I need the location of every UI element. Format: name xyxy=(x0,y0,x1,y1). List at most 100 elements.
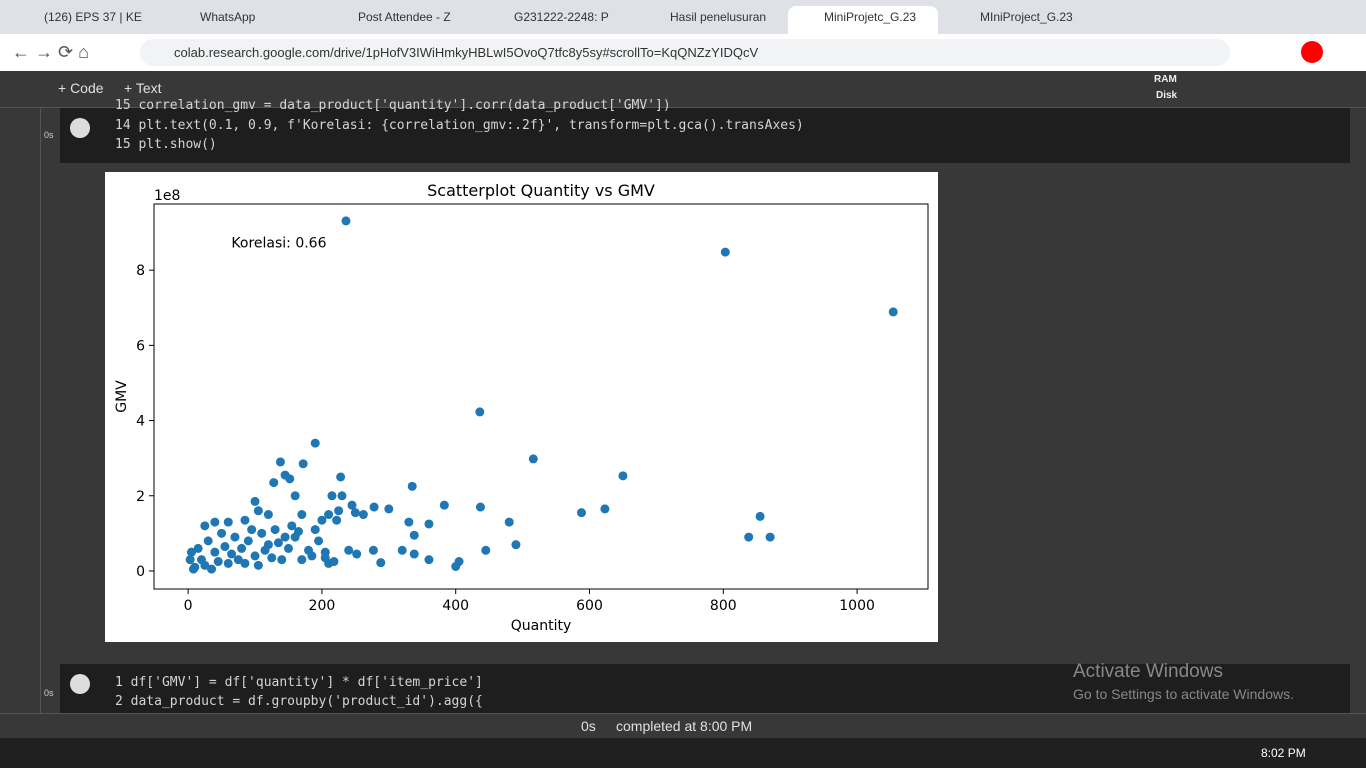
point xyxy=(270,525,280,535)
point xyxy=(384,504,394,514)
point xyxy=(207,564,217,574)
tab[interactable]: Hasil penelusuran xyxy=(670,10,767,24)
x-tick-label: 800 xyxy=(710,598,737,614)
point xyxy=(334,506,344,516)
chart: Scatterplot Quantity vs GMV Quantity GMV 1e… xyxy=(105,172,938,642)
point xyxy=(310,525,320,535)
status-time: 0s xyxy=(581,718,596,734)
x-tick-label: 400 xyxy=(442,598,469,614)
tab[interactable]: (126) EPS 37 | KE xyxy=(44,10,142,24)
clock: 8:02 PM xyxy=(1261,746,1306,760)
point xyxy=(504,517,514,527)
cell-2: 0s 1 df['GMV'] = df['quantity'] * df['it… xyxy=(44,664,1350,713)
point xyxy=(298,459,308,469)
run-button[interactable] xyxy=(70,674,90,694)
point xyxy=(227,549,237,559)
point xyxy=(397,545,407,555)
x-tick-label: 0 xyxy=(184,598,193,614)
x-axis-label: Quantity xyxy=(511,618,572,634)
point xyxy=(337,491,347,501)
point xyxy=(369,502,379,512)
add-text[interactable]: + Text xyxy=(124,80,162,96)
point xyxy=(324,510,334,520)
point xyxy=(755,511,765,521)
profile[interactable] xyxy=(1301,41,1323,63)
colab-toolbar: + Code + Text RAM Disk xyxy=(0,71,1366,108)
point xyxy=(240,515,250,525)
point xyxy=(600,504,610,514)
sidebar xyxy=(0,108,41,713)
code-line: 14 plt.text(0.1, 0.9, f'Korelasi: {corre… xyxy=(115,118,804,133)
point xyxy=(511,540,521,550)
point xyxy=(344,545,354,555)
point xyxy=(358,510,368,520)
run-button[interactable] xyxy=(70,118,90,138)
point xyxy=(193,543,203,553)
x-tick-label: 1000 xyxy=(839,598,875,614)
tab[interactable]: G231222-2248: P xyxy=(514,10,609,24)
tab-bar xyxy=(0,0,1366,34)
point xyxy=(320,553,330,563)
point xyxy=(277,555,287,565)
point xyxy=(368,545,378,555)
point xyxy=(233,555,243,565)
point xyxy=(263,510,273,520)
point xyxy=(352,549,362,559)
tab[interactable]: Post Attendee - Z xyxy=(358,10,451,24)
url-box[interactable]: colab.research.google.com/drive/1pHofV3I… xyxy=(140,39,1230,66)
point xyxy=(744,532,754,542)
point xyxy=(223,558,233,568)
plot-frame xyxy=(153,203,929,590)
point xyxy=(269,478,279,488)
point xyxy=(439,500,449,510)
point xyxy=(576,508,586,518)
cell-1: 0s 15 correlation_gmv = data_product['qu… xyxy=(44,98,1350,163)
point xyxy=(618,471,628,481)
annotation: Korelasi: 0.66 xyxy=(231,236,326,252)
point xyxy=(250,551,260,561)
point xyxy=(253,560,263,570)
status-text: completed at 8:00 PM xyxy=(616,718,753,734)
tab[interactable]: WhatsApp xyxy=(200,10,256,24)
point xyxy=(240,558,250,568)
point xyxy=(481,545,491,555)
point xyxy=(247,525,257,535)
y-tick-label: 6 xyxy=(136,338,145,354)
url: colab.research.google.com/drive/1pHofV3I… xyxy=(174,45,759,60)
point xyxy=(409,549,419,559)
point xyxy=(404,517,414,527)
point xyxy=(217,528,227,538)
nav-icons[interactable]: ← → ⟳ ⌂ xyxy=(12,42,89,62)
point xyxy=(253,506,263,516)
status-bar: 0s completed at 8:00 PM xyxy=(0,713,1366,739)
point xyxy=(200,560,210,570)
point xyxy=(257,528,267,538)
tab[interactable]: MiniProjetc_G.23 xyxy=(788,6,938,34)
watermark: Activate Windows xyxy=(1073,661,1223,682)
point xyxy=(307,551,317,561)
point xyxy=(186,547,196,557)
code-line: 2 data_product = df.groupby('product_id'… xyxy=(115,694,483,709)
point xyxy=(287,521,297,531)
point xyxy=(243,536,253,546)
point xyxy=(720,247,730,257)
point xyxy=(213,557,223,567)
add-code[interactable]: + Code xyxy=(58,80,104,96)
disk: Disk xyxy=(1156,90,1178,101)
offset-label: 1e8 xyxy=(154,188,180,204)
point xyxy=(267,553,277,563)
point xyxy=(290,491,300,501)
point xyxy=(424,519,434,529)
point xyxy=(336,472,346,482)
point xyxy=(475,407,485,417)
point xyxy=(210,517,220,527)
tab[interactable]: MIniProject_G.23 xyxy=(980,10,1073,24)
point xyxy=(528,454,538,464)
taskbar: 8:02 PM xyxy=(0,738,1366,768)
point xyxy=(341,216,351,226)
point xyxy=(275,457,285,467)
code-line: 1 df['GMV'] = df['quantity'] * df['item_… xyxy=(115,675,483,690)
code-line: 15 correlation_gmv = data_product['quant… xyxy=(115,98,671,113)
point xyxy=(314,536,324,546)
